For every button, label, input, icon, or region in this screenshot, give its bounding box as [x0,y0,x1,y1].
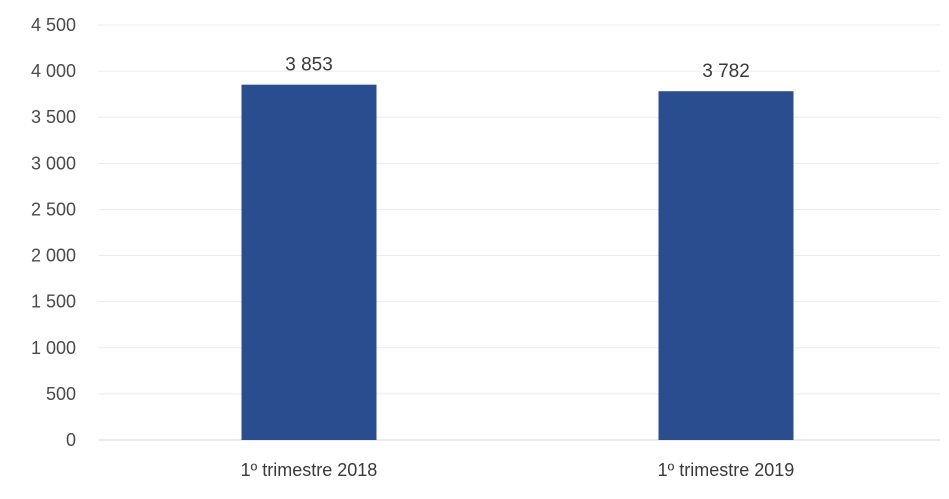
x-category-label: 1º trimestre 2018 [241,460,378,480]
bar [658,91,794,441]
y-tick-label: 1 000 [31,338,76,358]
y-tick-label: 2 000 [31,246,76,266]
bar-data-label: 3 853 [285,55,333,76]
bar [241,84,377,440]
y-tick-label: 4 500 [31,15,76,35]
y-tick-label: 500 [46,384,76,404]
bar-data-label: 3 782 [702,61,750,82]
y-tick-label: 4 000 [31,61,76,81]
gridlines [98,24,940,441]
x-category-label: 1º trimestre 2019 [658,460,795,480]
data-labels: 3 853 3 782 [285,55,750,83]
y-tick-label: 0 [66,430,76,450]
x-axis-category-labels: 1º trimestre 2018 1º trimestre 2019 [241,460,795,480]
y-tick-label: 1 500 [31,292,76,312]
y-axis-tick-labels: 0 500 1 000 1 500 2 000 2 500 3 000 3 500 4 000 4… [31,15,76,450]
y-tick-label: 2 500 [31,199,76,219]
y-tick-label: 3 000 [31,153,76,173]
y-tick-label: 3 500 [31,107,76,127]
bars [241,84,794,441]
